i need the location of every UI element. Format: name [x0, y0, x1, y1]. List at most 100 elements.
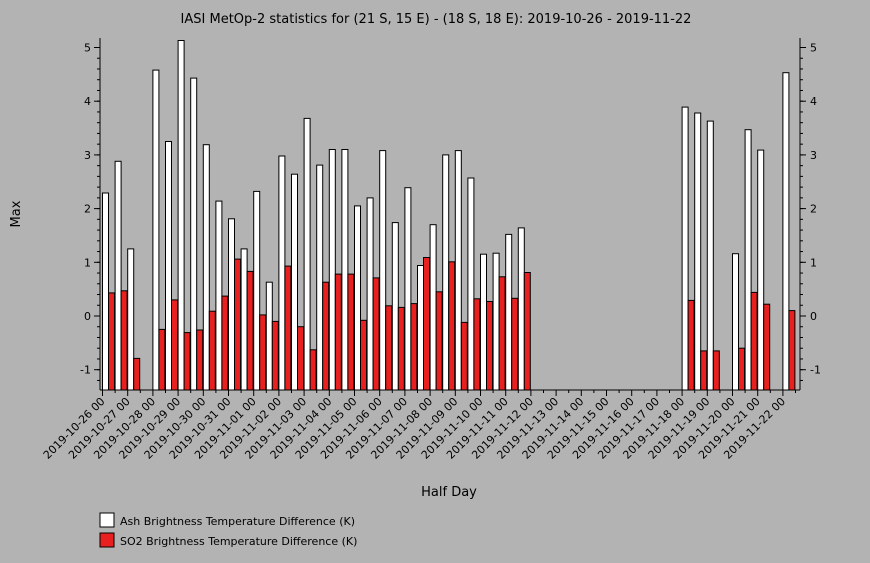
- bar-ash: [379, 150, 387, 391]
- bar-so2: [246, 270, 254, 391]
- bar-so2: [334, 273, 342, 391]
- bar-so2: [385, 305, 393, 391]
- bar-ash: [228, 218, 235, 391]
- bar-ash: [303, 117, 311, 391]
- bar-ash: [291, 173, 298, 391]
- bar-ash: [694, 112, 702, 391]
- y-tick-label-right: 4: [810, 95, 817, 108]
- legend-label-ash: Ash Brightness Temperature Difference (K…: [120, 515, 355, 528]
- bar-so2: [234, 258, 241, 391]
- bar-ash: [467, 177, 475, 391]
- bar-so2: [788, 310, 796, 391]
- y-tick-label-left: -1: [80, 364, 91, 377]
- bar-ash: [265, 281, 273, 391]
- bar-so2: [372, 277, 380, 391]
- bar-so2: [347, 273, 355, 391]
- y-axis-label: Max: [9, 200, 24, 227]
- y-tick-label-right: 3: [810, 149, 817, 162]
- bar-so2: [523, 272, 531, 391]
- bar-ash: [127, 248, 135, 391]
- bar-ash: [732, 253, 739, 391]
- bar-so2: [284, 265, 292, 391]
- bar-ash: [505, 233, 513, 391]
- bar-so2: [271, 320, 279, 391]
- bar-so2: [360, 319, 367, 391]
- y-tick-label-left: 0: [84, 310, 91, 323]
- bar-ash: [366, 197, 374, 391]
- bar-so2: [460, 321, 468, 391]
- bar-so2: [738, 347, 745, 391]
- bar-so2: [687, 299, 695, 391]
- y-tick-label-right: -1: [810, 364, 821, 377]
- bar-ash: [706, 120, 714, 391]
- x-axis-label: Half Day: [421, 485, 477, 500]
- bar-ash: [278, 155, 286, 391]
- bar-ash: [744, 129, 752, 391]
- bar-so2: [700, 350, 708, 391]
- bar-so2: [108, 292, 115, 391]
- y-tick-label-right: 2: [810, 203, 817, 216]
- bar-so2: [397, 306, 405, 391]
- bar-so2: [712, 350, 720, 391]
- legend: Ash Brightness Temperature Difference (K…: [99, 512, 357, 548]
- bar-so2: [423, 257, 430, 391]
- bar-ash: [253, 190, 261, 391]
- bar-so2: [120, 290, 128, 391]
- bar-so2: [171, 299, 178, 391]
- y-tick-label-left: 4: [84, 95, 91, 108]
- bar-ash: [240, 248, 248, 391]
- y-tick-label-left: 1: [84, 256, 91, 269]
- bar-ash: [177, 40, 185, 391]
- bar-so2: [750, 291, 758, 391]
- bar-ash: [404, 187, 412, 391]
- bar-so2: [486, 301, 493, 391]
- y-tick-label-right: 1: [810, 256, 817, 269]
- bar-so2: [208, 310, 216, 391]
- bar-so2: [297, 326, 304, 391]
- bar-ash: [442, 154, 450, 391]
- bar-ash: [341, 149, 349, 391]
- bar-so2: [133, 357, 141, 391]
- bar-ash: [102, 192, 109, 391]
- bar-ash: [152, 69, 160, 391]
- bar-ash: [190, 77, 198, 391]
- bar-so2: [410, 303, 418, 391]
- bar-ash: [391, 222, 399, 391]
- chart-title: IASI MetOp-2 statistics for (21 S, 15 E)…: [181, 12, 692, 27]
- bar-so2: [158, 328, 166, 391]
- bar-ash: [114, 160, 122, 391]
- bar-ash: [517, 227, 525, 391]
- legend-swatch-ash: [99, 512, 115, 528]
- bar-ash: [354, 205, 361, 391]
- y-tick-label-right: 5: [810, 42, 817, 55]
- bar-so2: [435, 291, 443, 391]
- bar-ash: [492, 252, 500, 391]
- legend-swatch-so2: [99, 532, 115, 548]
- bar-so2: [196, 329, 204, 391]
- bar-ash: [215, 200, 223, 391]
- bar-so2: [498, 276, 506, 391]
- bar-ash: [757, 149, 765, 391]
- bar-so2: [309, 349, 317, 391]
- bar-ash: [202, 144, 210, 391]
- legend-label-so2: SO2 Brightness Temperature Difference (K…: [120, 535, 357, 548]
- y-tick-label-left: 5: [84, 42, 91, 55]
- bar-ash: [165, 141, 172, 391]
- bar-so2: [448, 261, 456, 391]
- bar-ash: [429, 224, 437, 391]
- bar-so2: [322, 281, 330, 391]
- bar-so2: [511, 297, 519, 391]
- bar-so2: [183, 332, 191, 391]
- bar-so2: [221, 295, 229, 391]
- bar-so2: [763, 303, 771, 391]
- bar-so2: [259, 314, 267, 391]
- bar-ash: [316, 164, 324, 391]
- bar-ash: [328, 149, 336, 391]
- y-tick-label-right: 0: [810, 310, 817, 323]
- y-tick-label-left: 2: [84, 203, 91, 216]
- bar-ash: [454, 150, 462, 391]
- bar-so2: [473, 298, 481, 391]
- bar-ash: [417, 265, 424, 391]
- bar-ash: [782, 72, 790, 391]
